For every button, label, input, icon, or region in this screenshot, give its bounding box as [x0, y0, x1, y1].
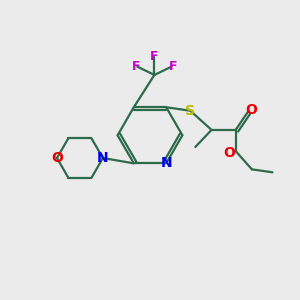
Text: O: O: [51, 151, 63, 165]
Text: F: F: [169, 60, 177, 73]
Text: N: N: [97, 151, 109, 165]
Text: F: F: [132, 60, 140, 73]
Text: S: S: [185, 104, 195, 118]
Text: F: F: [150, 50, 159, 63]
Text: N: N: [160, 156, 172, 170]
Text: O: O: [246, 103, 257, 117]
Text: O: O: [223, 146, 235, 160]
